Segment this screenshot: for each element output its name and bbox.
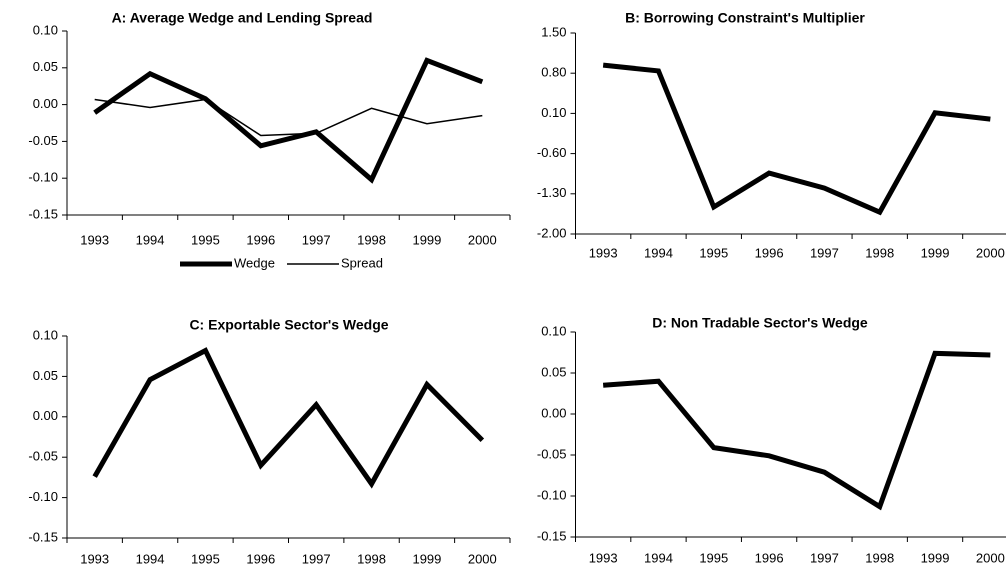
x-tick-label: 1997	[810, 550, 839, 565]
chart-title: B: Borrowing Constraint's Multiplier	[625, 10, 865, 26]
x-tick-label: 1999	[921, 245, 950, 260]
chart-title: A: Average Wedge and Lending Spread	[112, 10, 373, 26]
x-tick-label: 1995	[191, 232, 220, 247]
y-tick-label: -0.15	[537, 528, 567, 543]
y-tick-label: -1.30	[537, 185, 567, 200]
y-tick-label: 1.50	[541, 24, 566, 39]
y-tick-label: 0.10	[33, 327, 58, 342]
y-tick-label: 0.00	[541, 405, 566, 420]
x-tick-label: 2000	[976, 245, 1005, 260]
y-tick-label: 0.00	[33, 96, 58, 111]
y-tick-label: -0.10	[28, 489, 58, 504]
x-tick-label: 1999	[412, 232, 441, 247]
y-tick-label: -0.15	[28, 206, 58, 221]
x-tick-label: 1999	[921, 550, 950, 565]
series-line	[92, 347, 485, 489]
series-line	[93, 57, 484, 184]
x-tick-label: 1995	[699, 245, 728, 260]
y-tick-label: 0.10	[33, 22, 58, 37]
x-tick-label: 1998	[865, 245, 894, 260]
x-tick-label: 1994	[644, 550, 673, 565]
x-tick-label: 1998	[357, 232, 386, 247]
y-tick-label: 0.00	[33, 408, 58, 423]
y-tick-label: -0.05	[28, 133, 58, 148]
x-tick-label: 1997	[302, 551, 331, 566]
x-tick-label: 1995	[191, 551, 220, 566]
legend-label: Wedge	[234, 255, 275, 270]
x-tick-label: 1996	[246, 232, 275, 247]
x-tick-label: 1998	[865, 550, 894, 565]
x-tick-label: 1993	[589, 245, 618, 260]
y-tick-label: -0.05	[28, 449, 58, 464]
legend-label: Spread	[341, 255, 383, 270]
y-tick-label: -0.10	[537, 487, 567, 502]
x-tick-label: 1993	[589, 550, 618, 565]
y-tick-label: -2.00	[537, 225, 567, 240]
x-tick-label: 1994	[136, 551, 165, 566]
y-tick-label: 0.10	[541, 323, 566, 338]
x-tick-label: 1994	[136, 232, 165, 247]
x-tick-label: 2000	[468, 551, 497, 566]
x-tick-label: 1999	[412, 551, 441, 566]
x-tick-label: 1997	[302, 232, 331, 247]
y-tick-label: 0.05	[541, 364, 566, 379]
chart-title: D: Non Tradable Sector's Wedge	[652, 315, 868, 331]
x-tick-label: 1996	[755, 550, 784, 565]
series-line	[602, 62, 991, 216]
x-tick-label: 2000	[468, 232, 497, 247]
y-tick-label: -0.15	[28, 529, 58, 544]
y-tick-label: -0.05	[537, 446, 567, 461]
x-tick-label: 1996	[246, 551, 275, 566]
x-tick-label: 1996	[755, 245, 784, 260]
y-tick-label: 0.05	[33, 59, 58, 74]
x-tick-label: 2000	[976, 550, 1005, 565]
y-tick-label: -0.60	[537, 145, 567, 160]
x-tick-label: 1993	[80, 232, 109, 247]
y-tick-label: 0.10	[541, 105, 566, 120]
x-tick-label: 1997	[810, 245, 839, 260]
chart-title: C: Exportable Sector's Wedge	[189, 317, 388, 333]
y-tick-label: -0.10	[28, 170, 58, 185]
x-tick-label: 1998	[357, 551, 386, 566]
x-tick-label: 1995	[699, 550, 728, 565]
series-line	[94, 98, 483, 137]
series-line	[602, 350, 991, 511]
x-tick-label: 1993	[80, 551, 109, 566]
x-tick-label: 1994	[644, 245, 673, 260]
y-tick-label: 0.05	[33, 368, 58, 383]
y-tick-label: 0.80	[541, 65, 566, 80]
